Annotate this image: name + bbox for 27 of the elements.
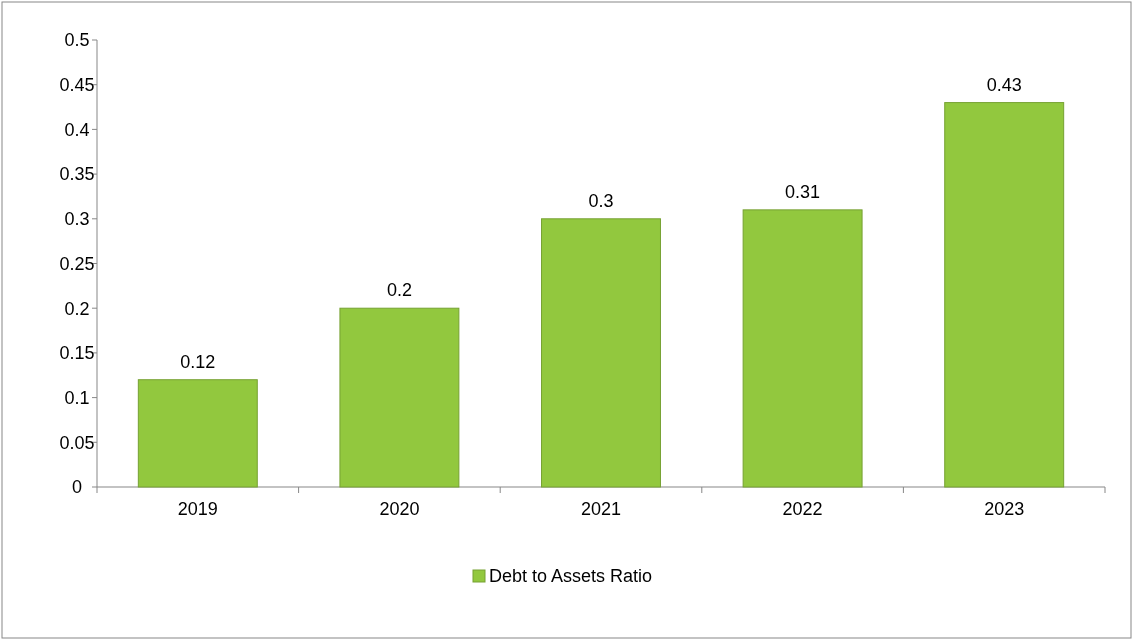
x-tick-label: 2021 [580,499,622,519]
x-tick-label: 2019 [177,499,218,519]
y-tick-label: 0.25 [59,253,95,274]
data-label: 0.12 [180,351,216,372]
data-label: 0.31 [785,181,821,202]
y-tick-label: 0.35 [59,164,95,185]
y-tick-label: 0.05 [59,432,95,453]
data-label: 0.43 [986,74,1022,95]
data-label: 0.3 [588,190,614,211]
y-tick-label: 0.45 [59,75,95,95]
bar [339,307,460,488]
data-label: 0.2 [386,280,412,301]
x-tick-label: 2020 [379,499,420,519]
y-tick-label: 0 [71,477,83,498]
y-tick-label: 0.5 [64,30,90,51]
bar [742,209,863,488]
y-tick-label: 0.15 [59,343,95,364]
y-tick-label: 0.2 [64,298,90,319]
bar [944,102,1065,488]
x-tick-label: 2022 [782,499,823,519]
legend-label: Debt to Assets Ratio [489,566,653,587]
y-tick-label: 0.4 [64,119,90,140]
bar [137,379,258,488]
y-tick-label: 0.3 [64,209,90,230]
bar [541,218,661,488]
x-tick-label: 2023 [984,499,1025,519]
y-tick-label: 0.1 [64,387,90,408]
